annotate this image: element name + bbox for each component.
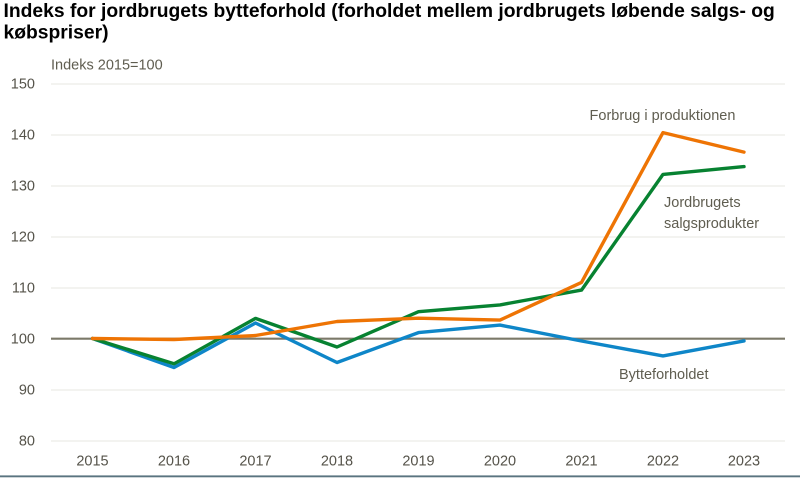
svg-text:110: 110: [12, 281, 35, 297]
svg-text:Indeks 2015=100: Indeks 2015=100: [51, 58, 163, 74]
svg-text:2015: 2015: [76, 454, 108, 470]
svg-text:2021: 2021: [565, 454, 597, 470]
svg-text:80: 80: [19, 434, 35, 450]
svg-text:2016: 2016: [158, 454, 190, 470]
svg-text:Indeks for jordbrugets byttefo: Indeks for jordbrugets bytteforhold (for…: [4, 1, 775, 22]
svg-text:100: 100: [11, 332, 35, 348]
svg-text:2023: 2023: [728, 454, 760, 470]
svg-text:140: 140: [11, 128, 35, 144]
svg-text:2020: 2020: [484, 454, 516, 470]
svg-text:2022: 2022: [647, 454, 679, 470]
svg-text:2017: 2017: [239, 454, 271, 470]
svg-text:150: 150: [11, 77, 35, 93]
svg-text:købspriser): købspriser): [4, 22, 109, 43]
svg-text:salgsprodukter: salgsprodukter: [664, 216, 759, 232]
svg-text:130: 130: [11, 179, 35, 195]
svg-text:2018: 2018: [321, 454, 353, 470]
svg-text:2019: 2019: [402, 454, 434, 470]
svg-text:Jordbrugets: Jordbrugets: [664, 195, 741, 211]
svg-text:90: 90: [19, 383, 35, 399]
svg-text:Bytteforholdet: Bytteforholdet: [619, 367, 708, 383]
svg-text:120: 120: [11, 230, 35, 246]
svg-text:Forbrug i produktionen: Forbrug i produktionen: [590, 108, 736, 124]
